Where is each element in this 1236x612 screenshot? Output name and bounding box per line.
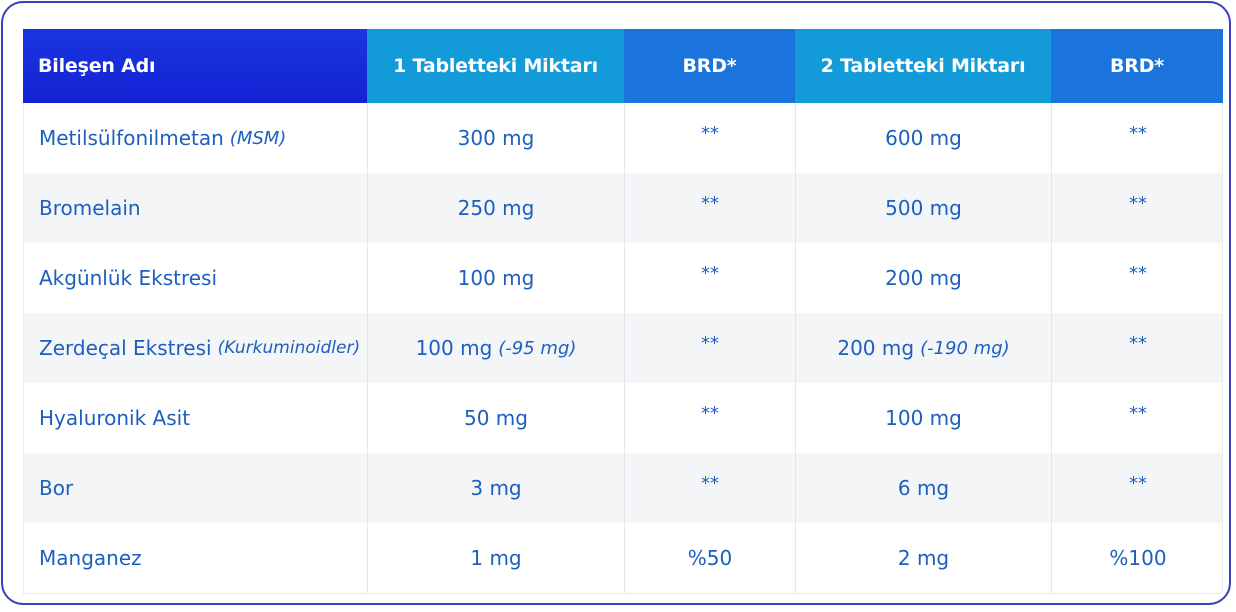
brd-1-cell: ** bbox=[625, 243, 796, 313]
ingredient-name-cell: Bromelain bbox=[24, 173, 368, 243]
ingredient-name-cell: Hyaluronik Asit bbox=[24, 383, 368, 453]
amount-2: 600 mg bbox=[885, 126, 962, 150]
amount-1-cell: 50 mg bbox=[368, 383, 625, 453]
brd-2-cell: ** bbox=[1129, 263, 1147, 284]
amount-1: 300 mg bbox=[457, 126, 535, 150]
ingredient-table: Bileşen Adı 1 Tabletteki Miktarı BRD* 2 … bbox=[23, 29, 1223, 594]
table-row: Bor 3 mg ** 6 mg ** bbox=[24, 453, 1222, 523]
header-amount-1-tablet: 1 Tabletteki Miktarı bbox=[367, 29, 624, 103]
ingredient-name-cell: Manganez bbox=[24, 523, 368, 593]
brd-2-cell: ** bbox=[1129, 123, 1147, 144]
header-ingredient-name: Bileşen Adı bbox=[23, 29, 367, 103]
ingredient-name-cell: Akgünlük Ekstresi bbox=[24, 243, 368, 313]
amount-1: 250 mg bbox=[457, 196, 535, 220]
ingredient-name: Manganez bbox=[39, 546, 142, 570]
brd-2-cell: %100 bbox=[1109, 546, 1167, 570]
amount-1-cell: 300 mg bbox=[368, 103, 625, 173]
ingredient-name: Metilsülfonilmetan bbox=[39, 126, 224, 150]
amount-1-cell: 3 mg bbox=[368, 453, 625, 523]
amount-1-cell: 100 mg bbox=[368, 243, 625, 313]
table-row: Hyaluronik Asit 50 mg ** 100 mg ** bbox=[24, 383, 1222, 453]
ingredient-name: Zerdeçal Ekstresi bbox=[39, 336, 212, 360]
ingredient-name-cell: Metilsülfonilmetan (MSM) bbox=[24, 103, 368, 173]
header-amount-2-tablets: 2 Tabletteki Miktarı bbox=[795, 29, 1051, 103]
amount-2: 100 mg bbox=[885, 406, 962, 430]
amount-2-cell: 500 mg bbox=[796, 173, 1052, 243]
amount-2-cell: 200 mg (-190 mg) bbox=[796, 313, 1052, 383]
ingredient-name: Hyaluronik Asit bbox=[39, 406, 191, 430]
amount-1: 50 mg bbox=[464, 406, 528, 430]
table-row: Manganez 1 mg %50 2 mg %100 bbox=[24, 523, 1222, 593]
amount-2-cell: 200 mg bbox=[796, 243, 1052, 313]
table-header-row: Bileşen Adı 1 Tabletteki Miktarı BRD* 2 … bbox=[23, 29, 1223, 103]
ingredient-name: Bromelain bbox=[39, 196, 141, 220]
brd-1-cell: ** bbox=[625, 453, 796, 523]
amount-2-note: (-190 mg) bbox=[920, 337, 1010, 359]
table-row: Zerdeçal Ekstresi (Kurkuminoidler) 100 mg… bbox=[24, 313, 1222, 383]
amount-1: 1 mg bbox=[470, 546, 522, 570]
amount-1: 3 mg bbox=[470, 476, 522, 500]
ingredient-name-cell: Bor bbox=[24, 453, 368, 523]
table-row: Akgünlük Ekstresi 100 mg ** 200 mg ** bbox=[24, 243, 1222, 313]
brd-1-cell: ** bbox=[625, 103, 796, 173]
brd-1-cell: ** bbox=[625, 173, 796, 243]
ingredient-name: Bor bbox=[39, 476, 74, 500]
amount-1-cell: 100 mg (-95 mg) bbox=[368, 313, 625, 383]
ingredient-name-cell: Zerdeçal Ekstresi (Kurkuminoidler) bbox=[24, 313, 368, 383]
table-row: Bromelain 250 mg ** 500 mg ** bbox=[24, 173, 1222, 243]
brd-2-cell: ** bbox=[1129, 403, 1147, 424]
amount-2-cell: 100 mg bbox=[796, 383, 1052, 453]
ingredient-name-note: (MSM) bbox=[229, 127, 287, 149]
brd-1-cell: ** bbox=[625, 383, 796, 453]
amount-1: 100 mg bbox=[415, 336, 493, 360]
amount-2: 500 mg bbox=[885, 196, 962, 220]
amount-1-cell: 1 mg bbox=[368, 523, 625, 593]
amount-2-cell: 600 mg bbox=[796, 103, 1052, 173]
amount-2: 2 mg bbox=[897, 546, 950, 570]
amount-1-cell: 250 mg bbox=[368, 173, 625, 243]
amount-2-cell: 6 mg bbox=[796, 453, 1052, 523]
header-brd-1: BRD* bbox=[624, 29, 795, 103]
table-body: Metilsülfonilmetan (MSM) 300 mg ** 600 mg… bbox=[23, 103, 1223, 594]
brd-1-cell: ** bbox=[625, 313, 796, 383]
header-brd-2: BRD* bbox=[1051, 29, 1223, 103]
ingredient-name: Akgünlük Ekstresi bbox=[39, 266, 218, 290]
ingredient-name-note: (Kurkuminoidler) bbox=[217, 338, 361, 358]
brd-2-cell: ** bbox=[1129, 333, 1147, 354]
table-row: Metilsülfonilmetan (MSM) 300 mg ** 600 mg… bbox=[24, 103, 1222, 173]
amount-2: 6 mg bbox=[897, 476, 950, 500]
amount-2: 200 mg bbox=[885, 266, 962, 290]
amount-2: 200 mg bbox=[837, 336, 915, 360]
brd-2-cell: ** bbox=[1129, 473, 1147, 494]
amount-2-cell: 2 mg bbox=[796, 523, 1052, 593]
brd-2-cell: ** bbox=[1129, 193, 1147, 214]
amount-1: 100 mg bbox=[457, 266, 535, 290]
amount-1-note: (-95 mg) bbox=[498, 337, 577, 359]
brd-1-cell: %50 bbox=[625, 523, 796, 593]
